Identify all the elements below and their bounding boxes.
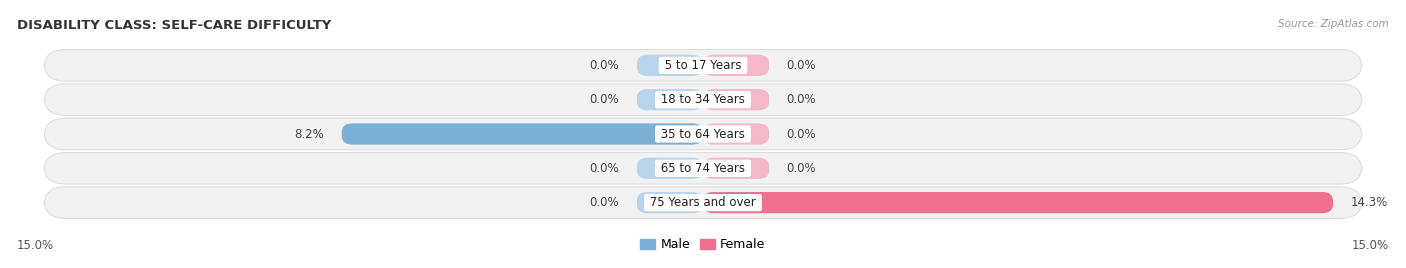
Text: 0.0%: 0.0% xyxy=(787,93,817,106)
Text: 0.0%: 0.0% xyxy=(787,128,817,140)
FancyBboxPatch shape xyxy=(703,123,769,145)
FancyBboxPatch shape xyxy=(45,152,1361,184)
FancyBboxPatch shape xyxy=(342,123,703,145)
Text: 75 Years and over: 75 Years and over xyxy=(647,196,759,209)
Text: 35 to 64 Years: 35 to 64 Years xyxy=(657,128,749,140)
Text: 0.0%: 0.0% xyxy=(787,59,817,72)
FancyBboxPatch shape xyxy=(637,55,703,76)
Text: 8.2%: 8.2% xyxy=(294,128,325,140)
Text: 18 to 34 Years: 18 to 34 Years xyxy=(657,93,749,106)
FancyBboxPatch shape xyxy=(637,158,703,179)
FancyBboxPatch shape xyxy=(703,89,769,110)
FancyBboxPatch shape xyxy=(637,192,703,213)
Text: 5 to 17 Years: 5 to 17 Years xyxy=(661,59,745,72)
FancyBboxPatch shape xyxy=(45,118,1361,150)
FancyBboxPatch shape xyxy=(703,192,1333,213)
Legend: Male, Female: Male, Female xyxy=(641,238,765,251)
Text: DISABILITY CLASS: SELF-CARE DIFFICULTY: DISABILITY CLASS: SELF-CARE DIFFICULTY xyxy=(17,19,332,32)
Text: 65 to 74 Years: 65 to 74 Years xyxy=(657,162,749,175)
Text: 0.0%: 0.0% xyxy=(787,162,817,175)
Text: 0.0%: 0.0% xyxy=(589,93,619,106)
Text: 14.3%: 14.3% xyxy=(1351,196,1388,209)
FancyBboxPatch shape xyxy=(45,187,1361,218)
Text: 15.0%: 15.0% xyxy=(1353,239,1389,252)
Text: 0.0%: 0.0% xyxy=(589,162,619,175)
Text: 0.0%: 0.0% xyxy=(589,196,619,209)
FancyBboxPatch shape xyxy=(637,89,703,110)
FancyBboxPatch shape xyxy=(703,158,769,179)
FancyBboxPatch shape xyxy=(45,84,1361,116)
FancyBboxPatch shape xyxy=(45,50,1361,81)
Text: Source: ZipAtlas.com: Source: ZipAtlas.com xyxy=(1278,19,1389,29)
Text: 15.0%: 15.0% xyxy=(17,239,53,252)
Text: 0.0%: 0.0% xyxy=(589,59,619,72)
FancyBboxPatch shape xyxy=(703,55,769,76)
